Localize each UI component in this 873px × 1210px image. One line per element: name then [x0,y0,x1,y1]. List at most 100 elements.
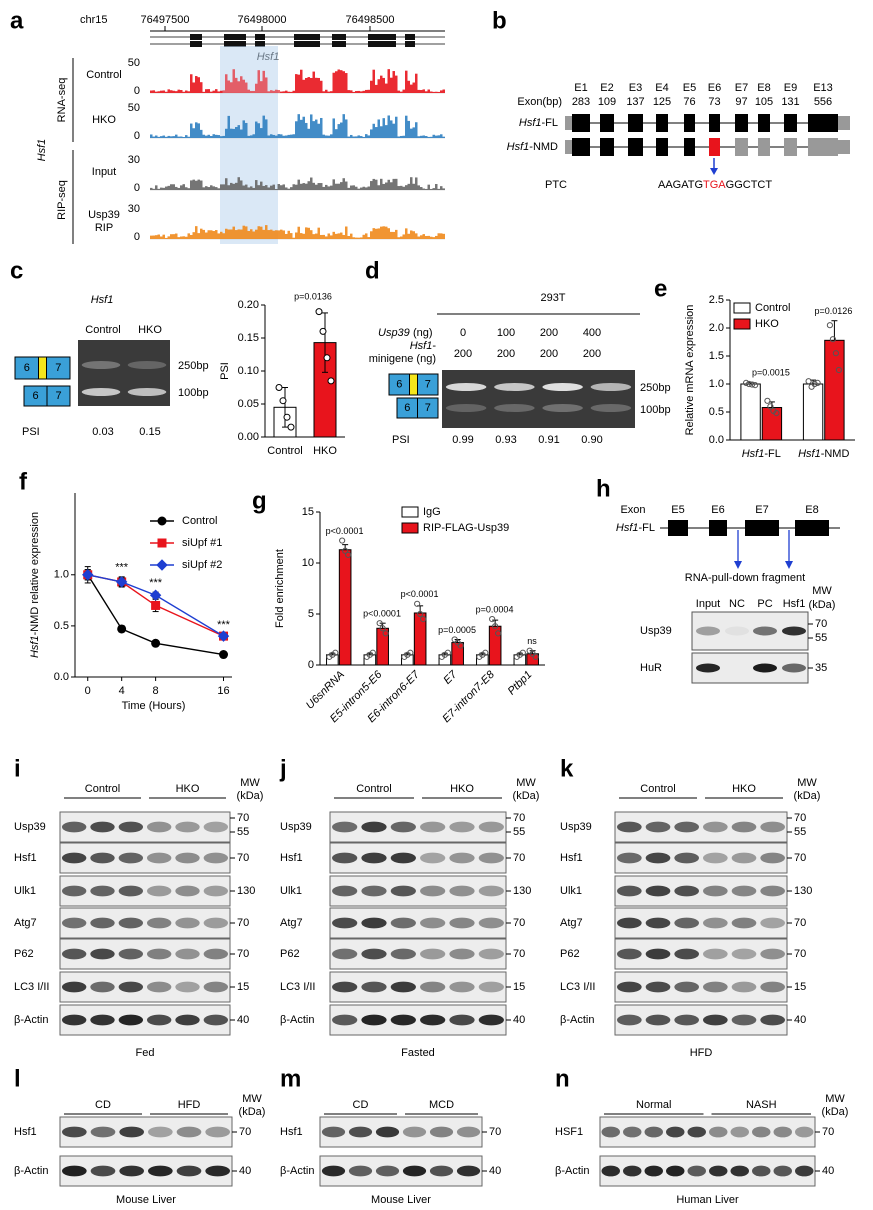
coverage [160,90,163,93]
y-tick-label: 10 [302,557,314,569]
coverage [225,128,228,138]
coverage [432,134,435,138]
blot [614,811,788,843]
blot-band [118,917,144,929]
coverage [397,186,400,190]
blot-band [687,1165,706,1177]
psi-value: 0.91 [538,434,559,446]
track-group: RIP-seq [56,180,68,220]
data-point [745,380,753,388]
side-label: Hsf1 [36,139,48,162]
coverage [262,115,265,138]
data-point [826,322,834,329]
coverage [390,77,393,93]
coverage [362,186,365,190]
blot-band [617,1014,642,1026]
blot-band [175,885,200,897]
coverage [362,90,365,93]
coverage [225,228,228,239]
data-point [742,379,750,386]
coverage [302,183,305,190]
size-marker: 250bp [178,360,209,372]
annotation: p<0.0001 [401,589,439,599]
coverage [427,89,430,93]
coverage [287,91,290,93]
mw-header: MW [242,1093,262,1105]
coverage [220,90,223,93]
blot-band [61,821,87,833]
blot-band [61,917,87,929]
coordinate: 76497500 [141,14,190,26]
coverage [177,89,180,93]
data-point [332,649,339,656]
gel-band [81,388,121,396]
coverage [257,123,260,138]
coverage [437,91,440,93]
exon [628,114,643,132]
group-label: HKO [732,783,756,795]
coverage [330,235,333,239]
coverage [327,135,330,138]
annotation: p=0.0005 [438,625,476,635]
coverage [160,187,163,190]
coverage [280,134,283,138]
data-point [811,380,818,388]
coverage [212,231,215,239]
gene-exon [405,34,415,40]
coverage [380,126,383,138]
blot [59,971,231,1003]
coverage [370,231,373,239]
sequence-part: AAGATG [658,179,703,191]
coverage [400,236,403,239]
coverage [185,187,188,190]
coverage [385,226,388,239]
coverage [267,230,270,239]
coverage [300,69,303,93]
mw-marker: 130 [237,885,255,897]
coverage [210,135,213,138]
amount: 200 [540,348,558,360]
coverage [287,134,290,138]
coverage [402,186,405,190]
exon [656,138,668,156]
y-tick-label: 5 [308,608,314,620]
panel-label: g [252,487,267,514]
blot-band [725,626,749,636]
protein-name: Ulk1 [560,885,582,897]
coverage [232,183,235,190]
fragment-label: RNA-pull-down fragment [685,572,805,584]
mw-header: MW [825,1093,845,1105]
coverage [310,114,313,138]
exon-name: E8 [757,82,770,94]
coverage [192,232,195,239]
gene-exon [368,34,396,40]
coverage [200,228,203,239]
coverage [225,178,228,190]
y-tick-label: 0.0 [709,434,724,446]
gene-symbol: Hsf1 [742,448,765,460]
blot [59,907,231,939]
coverage [382,77,385,93]
blot-band [390,1014,416,1026]
coverage [297,226,300,239]
annotation: p=0.0136 [294,291,332,301]
annotation: ns [527,636,537,646]
coverage [220,136,223,138]
coverage [205,135,208,138]
blot-band [731,821,757,833]
gene-exon [332,41,346,47]
coverage [197,233,200,239]
coverage [357,237,360,239]
exon-name: E7 [735,82,748,94]
protein-name: Hsf1 [14,1126,37,1138]
exon-length: 125 [653,96,671,108]
size-marker: 100bp [640,404,671,416]
amount: 0 [460,327,466,339]
blot-band [332,852,358,864]
coverage [355,136,358,138]
blot-band [645,917,671,929]
coverage [422,135,425,138]
coverage [260,81,263,93]
coverage [245,122,248,138]
